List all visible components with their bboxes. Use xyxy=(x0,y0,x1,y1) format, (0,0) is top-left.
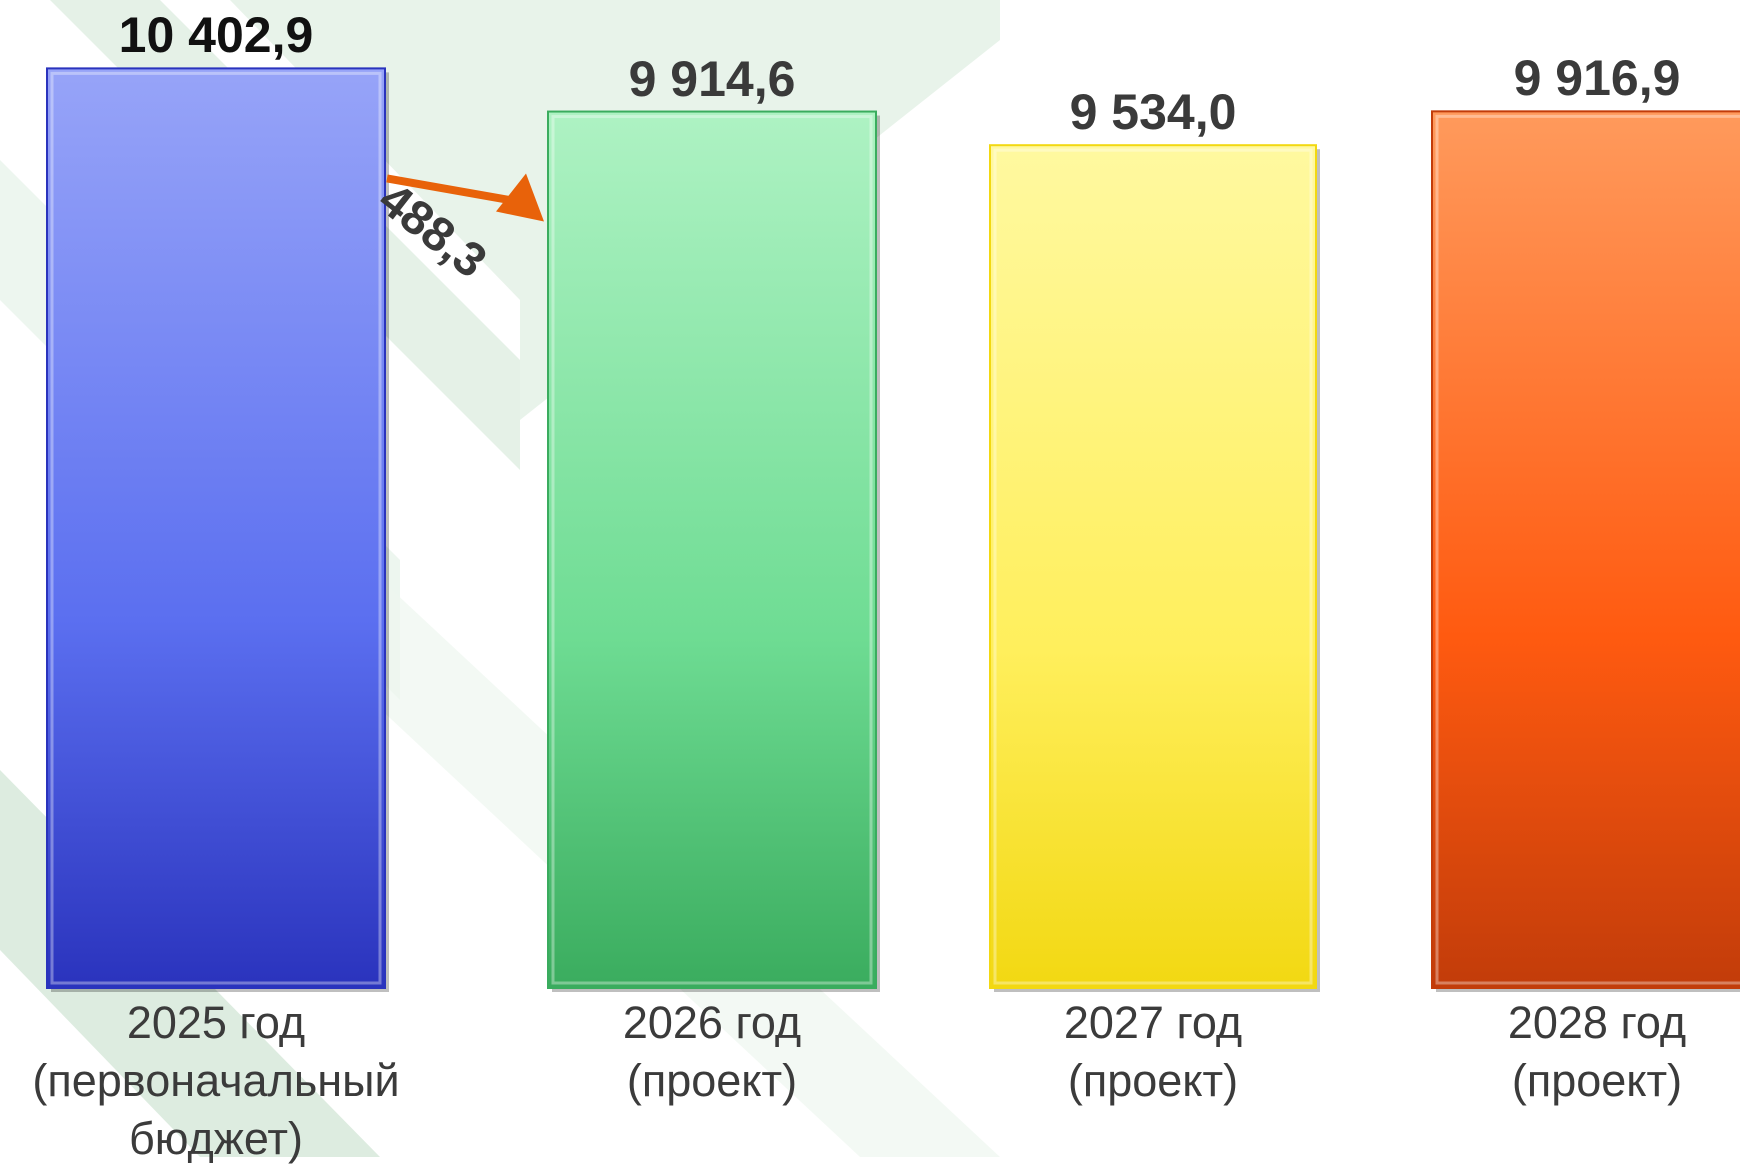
category-label: 2025 год (первоначальный бюджет) xyxy=(32,994,399,1168)
bar-value-label: 9 916,9 xyxy=(1513,50,1681,107)
category-label-line: бюджет) xyxy=(128,1113,304,1164)
category-label-line: 2028 год xyxy=(1507,997,1687,1048)
difference-arrow-head xyxy=(496,173,544,222)
bars-layer xyxy=(46,67,1740,992)
category-label-line: (первоначальный xyxy=(32,1055,400,1106)
bar-value-label: 10 402,9 xyxy=(118,7,314,64)
category-label-line: (проект) xyxy=(1067,1055,1239,1106)
bar-0 xyxy=(46,67,386,989)
category-label: 2027 год (проект) xyxy=(1064,994,1242,1110)
category-label: 2028 год (проект) xyxy=(1508,994,1686,1110)
category-label-line: 2026 год xyxy=(622,997,802,1048)
bar-value-label: 9 534,0 xyxy=(1069,84,1237,141)
bar-bevel xyxy=(551,115,873,985)
bar-bevel xyxy=(50,71,382,985)
category-label-line: 2027 год xyxy=(1063,997,1243,1048)
difference-arrow xyxy=(386,173,544,222)
bar-2 xyxy=(989,144,1317,989)
category-label: 2026 год (проект) xyxy=(623,994,801,1110)
bar-value-label: 9 914,6 xyxy=(628,50,796,107)
category-label-line: 2025 год xyxy=(126,997,306,1048)
category-label-line: (проект) xyxy=(626,1055,798,1106)
category-label-line: (проект) xyxy=(1511,1055,1683,1106)
bar-bevel xyxy=(1435,114,1740,985)
bar-3 xyxy=(1431,110,1740,989)
bar-1 xyxy=(547,110,877,989)
difference-arrow-line xyxy=(386,174,519,206)
bar-bevel xyxy=(993,148,1313,985)
